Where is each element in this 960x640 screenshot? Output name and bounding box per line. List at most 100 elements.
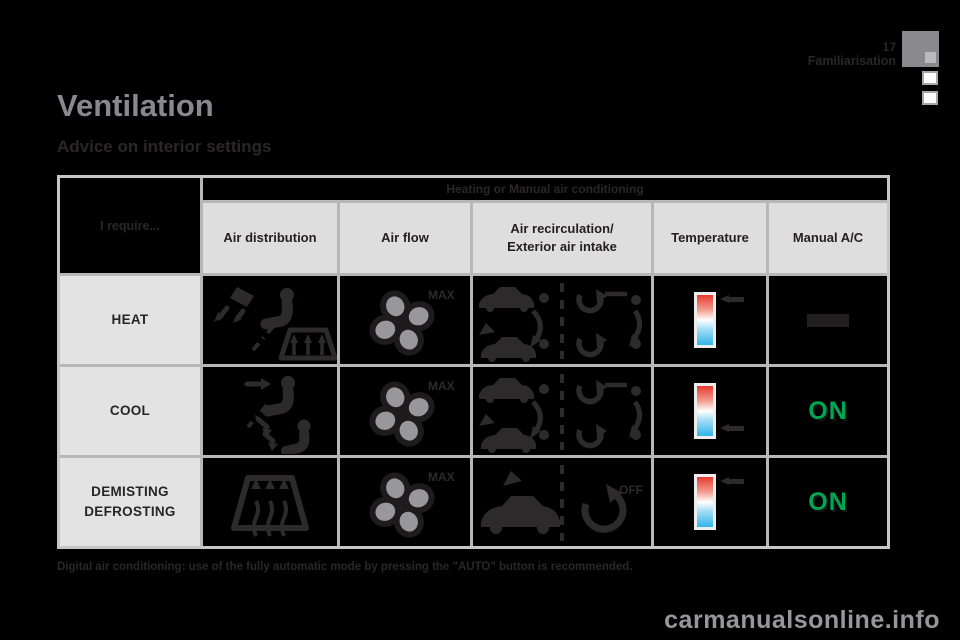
watermark: carmanualsonline.info [664, 606, 940, 634]
col-header-manual-ac: Manual A/C [769, 203, 887, 273]
chapter-title: Familiarisation [807, 54, 896, 68]
exterior-air-intake-icon [479, 282, 642, 362]
heat-distribution-icon [214, 286, 337, 360]
fan-icon [369, 380, 435, 447]
car-icon [479, 286, 534, 312]
manual-ac-on-label: ON [808, 396, 848, 425]
corner-cell: I require... [60, 178, 200, 273]
fan-icon [369, 471, 435, 538]
fan-max-icon: MAX [369, 379, 455, 447]
row-label-heat: HEAT [60, 276, 200, 364]
max-label: MAX [428, 379, 455, 393]
temperature-gradient-bar [694, 292, 716, 348]
col-header-temperature: Temperature [654, 203, 766, 273]
footnote: Digital air conditioning: use of the ful… [57, 561, 633, 573]
vent-icon [230, 286, 254, 307]
heat-air-distribution-cell [203, 276, 337, 364]
cool-air-flow-cell: MAX [340, 367, 470, 455]
col-header-text: Temperature [671, 230, 749, 246]
col-header-text: Exterior air intake [507, 239, 617, 254]
windscreen-demist-icon [231, 474, 309, 537]
fan-hub [397, 408, 407, 419]
arrow-down-right-icon [268, 441, 278, 451]
temperature-arrow-hot [720, 477, 746, 486]
arrow-down-left-icon [214, 311, 224, 322]
row-label-text: COOL [109, 402, 151, 418]
windscreen-demist-icon [278, 327, 337, 360]
heat-temperature-cell [654, 276, 766, 364]
exterior-air-intake-icon [479, 373, 642, 453]
max-label: MAX [428, 470, 455, 484]
row-label-demisting: DEMISTING DEFROSTING [60, 458, 200, 546]
temperature-gradient-bar [694, 383, 716, 439]
car-icon [481, 427, 536, 453]
col-header-air-flow: Air flow [340, 203, 470, 273]
recirculation-arrow-icon [581, 483, 627, 533]
air-flow-arrow [531, 308, 543, 341]
cool-air-distribution-cell [203, 367, 337, 455]
col-header-text: Air distribution [223, 230, 317, 246]
page-title: Ventilation [57, 88, 214, 123]
recirculation-arrow-icon [576, 332, 607, 357]
row-label-text: HEAT [111, 311, 149, 327]
fan-hub [397, 317, 407, 328]
row-label-text: DEMISTING [91, 483, 169, 499]
row-label-text: DEFROSTING [84, 504, 176, 519]
cool-distribution-icon [244, 375, 311, 454]
chapter-tab-marker-inner [925, 52, 936, 63]
page-subtitle: Advice on interior settings [57, 137, 272, 156]
fan-hub [397, 499, 407, 510]
row-label-cool: COOL [60, 367, 200, 455]
car-icon [479, 377, 534, 403]
air-flow-arrow [531, 399, 543, 432]
demisting-temperature-cell [654, 458, 766, 546]
chapter-tab-outline-2 [922, 91, 938, 105]
cool-air-recirculation-cell [473, 367, 651, 455]
vent-icon [503, 470, 522, 486]
temperature-arrow-cold [720, 424, 746, 433]
col-header-text: Manual A/C [792, 230, 864, 246]
dashed-divider [251, 321, 278, 351]
max-label: MAX [428, 288, 455, 302]
fan-max-icon: MAX [369, 288, 455, 356]
manual-ac-off-bar [807, 313, 849, 327]
chapter-tab-marker [902, 31, 939, 67]
heat-air-recirculation-cell [473, 276, 651, 364]
col-header-text: Air recirculation/ [510, 221, 614, 237]
car-icon [481, 336, 536, 362]
demisting-air-flow-cell: MAX [340, 458, 470, 546]
seated-person-icon [281, 375, 295, 390]
arrow-right-icon [261, 377, 271, 390]
cool-manual-ac-cell: ON [769, 367, 887, 455]
col-header-air-recirculation: Air recirculation/ Exterior air intake [473, 203, 651, 273]
dashed-divider [246, 403, 269, 428]
fan-max-icon: MAX [369, 470, 455, 538]
temperature-arrow-hot [720, 295, 746, 304]
demisting-air-distribution-cell [203, 458, 337, 546]
recirculation-arrow-icon [576, 288, 627, 313]
recirculation-arrow-icon [576, 379, 627, 404]
cool-temperature-cell [654, 367, 766, 455]
heat-air-flow-cell: MAX [340, 276, 470, 364]
arrow-down-left-icon [233, 313, 242, 323]
vent-icon [479, 322, 495, 335]
col-header-air-distribution: Air distribution [203, 203, 337, 273]
temperature-gradient-bar [694, 474, 716, 530]
col-header-text: Air flow [381, 230, 429, 246]
vent-icon [479, 413, 495, 426]
group-header: Heating or Manual air conditioning [203, 178, 887, 200]
seated-person-icon [280, 287, 294, 302]
chapter-tab-outline-1 [922, 71, 938, 85]
manual-ac-on-label: ON [808, 487, 848, 516]
fan-icon [369, 289, 435, 356]
car-icon [481, 495, 560, 534]
demisting-manual-ac-cell: ON [769, 458, 887, 546]
demisting-air-recirculation-cell: OFF [473, 458, 651, 546]
recirculation-off-icon: OFF [481, 464, 643, 541]
ventilation-settings-table: I require... Heating or Manual air condi… [57, 175, 890, 549]
off-label: OFF [619, 483, 643, 497]
heat-manual-ac-cell [769, 276, 887, 364]
chapter-number: 17 [882, 40, 896, 54]
recirculation-arrow-icon [576, 423, 607, 448]
